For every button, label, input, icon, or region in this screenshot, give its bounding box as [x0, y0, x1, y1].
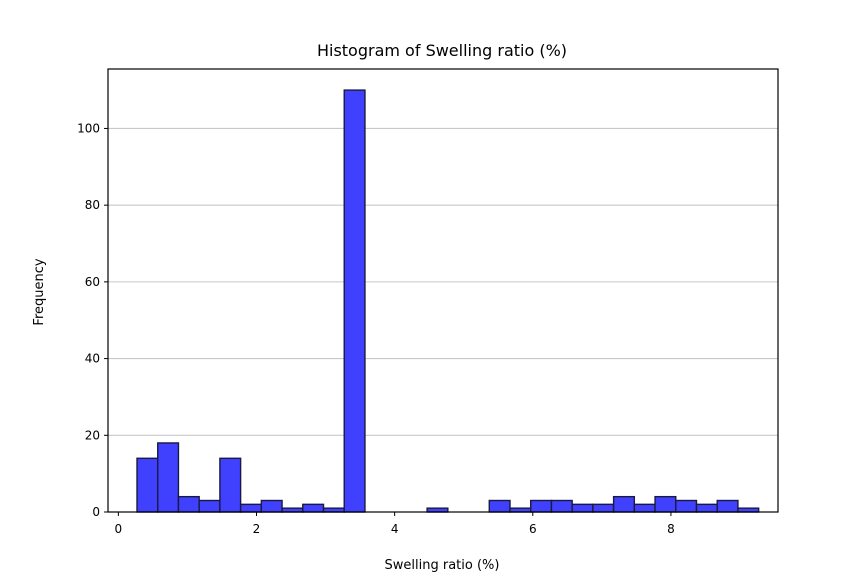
- histogram-bar: [136, 457, 159, 513]
- histogram-bar: [177, 495, 200, 513]
- histogram-bar: [654, 495, 677, 513]
- histogram-bar: [157, 442, 180, 513]
- histogram-bar: [239, 503, 263, 513]
- histogram-bar: [343, 89, 366, 513]
- histogram-bar: [612, 495, 636, 513]
- x-tick-label: 6: [529, 522, 537, 536]
- y-tick-label: 60: [85, 275, 100, 289]
- histogram-bar: [260, 499, 283, 513]
- y-tick-label: 80: [85, 198, 100, 212]
- histogram-bar: [488, 499, 511, 513]
- plot-background: [108, 69, 778, 512]
- histogram-bar: [592, 503, 615, 513]
- x-tick-label: 8: [667, 522, 675, 536]
- histogram-bar: [198, 499, 221, 513]
- y-grid-lines: [108, 127, 778, 436]
- histogram-bar: [716, 499, 739, 513]
- x-tick-label: 4: [391, 522, 399, 536]
- histogram-bar: [302, 503, 325, 513]
- histogram-bar: [675, 499, 698, 513]
- y-tick-label: 0: [92, 505, 100, 519]
- y-axis-ticks: 0 20 40 60 80 100: [77, 121, 108, 519]
- y-axis-label: Frequency: [32, 258, 47, 325]
- bars: [136, 89, 760, 513]
- histogram-bar: [219, 457, 242, 513]
- histogram-bar: [530, 499, 553, 513]
- x-tick-label: 2: [253, 522, 261, 536]
- x-axis-label: Swelling ratio (%): [385, 558, 500, 573]
- plot-frame: [107, 68, 779, 513]
- x-tick-label: 0: [115, 522, 123, 536]
- chart-title: Histogram of Swelling ratio (%): [317, 41, 567, 60]
- plot-area: [107, 68, 779, 513]
- histogram-bar: [695, 503, 718, 513]
- histogram-bar: [550, 499, 573, 513]
- histogram-bar: [571, 503, 594, 513]
- x-axis-ticks: 0 2 4 6 8: [115, 512, 675, 536]
- y-tick-label: 100: [77, 121, 100, 135]
- histogram-bar: [633, 503, 656, 513]
- y-tick-label: 20: [85, 428, 100, 442]
- y-tick-label: 40: [85, 352, 100, 366]
